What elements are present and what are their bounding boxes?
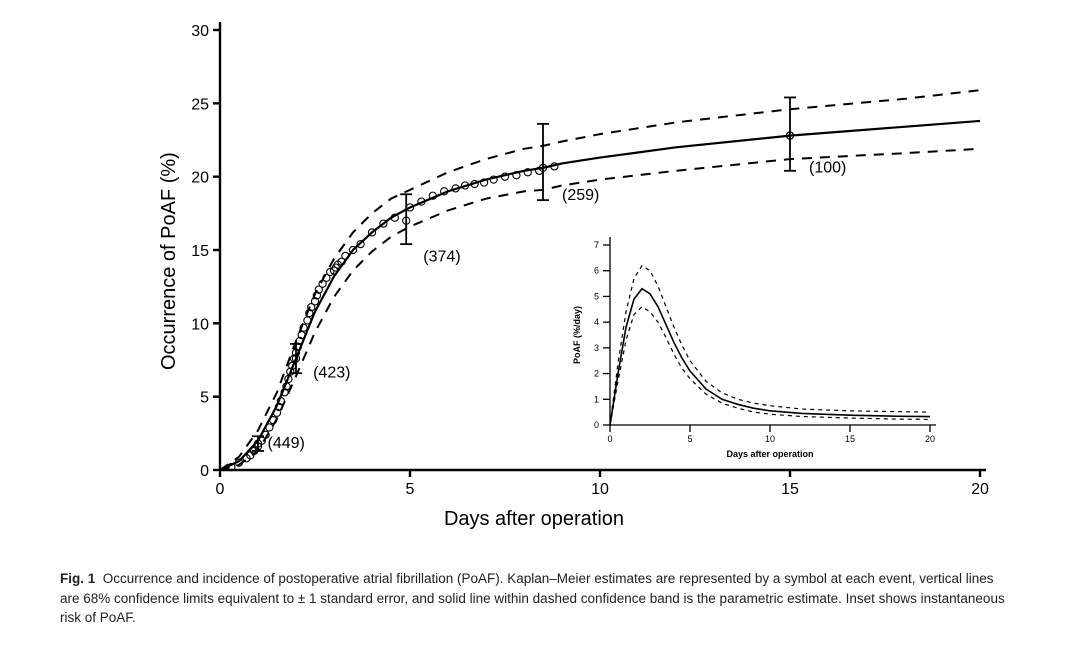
- svg-text:15: 15: [845, 434, 855, 444]
- svg-text:Days after operation: Days after operation: [726, 449, 813, 459]
- svg-text:10: 10: [591, 481, 609, 498]
- svg-text:2: 2: [594, 369, 599, 379]
- figure-caption: Fig. 1 Occurrence and incidence of posto…: [60, 569, 1008, 628]
- svg-text:5: 5: [594, 291, 599, 301]
- svg-text:5: 5: [406, 481, 415, 498]
- svg-text:0: 0: [594, 420, 599, 430]
- svg-text:20: 20: [925, 434, 935, 444]
- svg-text:15: 15: [781, 481, 799, 498]
- svg-text:10: 10: [765, 434, 775, 444]
- svg-text:1: 1: [594, 394, 599, 404]
- svg-text:20: 20: [971, 481, 989, 498]
- svg-text:PoAF (%/day): PoAF (%/day): [572, 306, 582, 364]
- svg-text:0: 0: [216, 481, 225, 498]
- caption-text: Occurrence and incidence of postoperativ…: [60, 571, 1005, 625]
- figure-label: Fig. 1: [60, 571, 95, 586]
- svg-text:6: 6: [594, 266, 599, 276]
- inset-chart: 0 1 2 3 4 5 6 7 0 5 10 15 20 PoAF (%/day) Days after o…: [0, 0, 970, 480]
- svg-text:0: 0: [607, 434, 612, 444]
- svg-text:5: 5: [687, 434, 692, 444]
- svg-text:3: 3: [594, 343, 599, 353]
- svg-text:7: 7: [594, 240, 599, 250]
- svg-text:4: 4: [594, 317, 599, 327]
- main-xlabel: Days after operation: [0, 508, 1068, 531]
